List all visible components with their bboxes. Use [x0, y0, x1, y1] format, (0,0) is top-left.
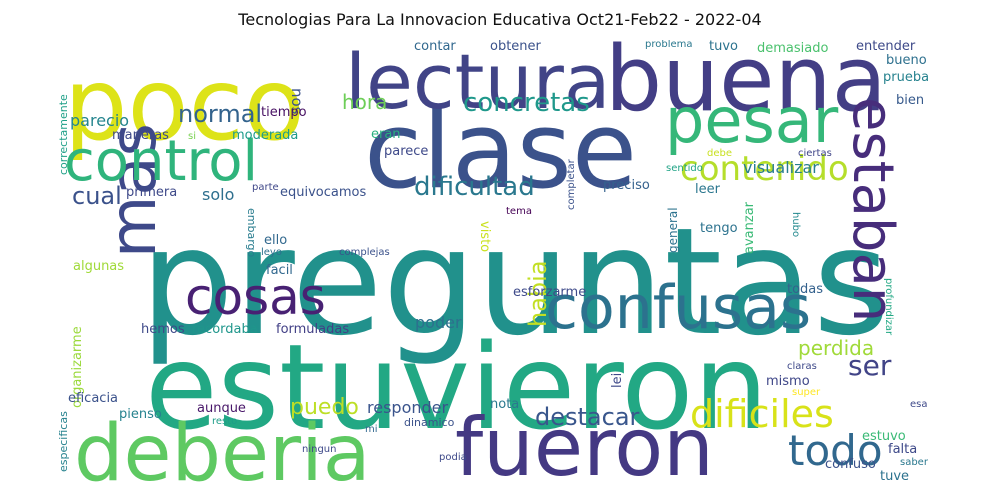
word: destacar	[535, 403, 640, 431]
word: saber	[900, 457, 928, 468]
chart-title: Tecnologias Para La Innovacion Educativa…	[238, 10, 762, 29]
word: embargo	[245, 208, 258, 258]
word: parece	[384, 144, 429, 159]
word: avanzar	[742, 202, 757, 254]
word: ello	[264, 233, 288, 248]
word: visto	[477, 221, 492, 253]
word-cloud: preguntas estuvieron poco clase lectura …	[40, 40, 955, 495]
word: todo	[788, 426, 883, 475]
word: primera	[126, 185, 178, 200]
word: sentido	[666, 163, 703, 174]
word: esa	[910, 399, 928, 410]
word: tuve	[880, 469, 910, 484]
word: fueron	[455, 401, 714, 494]
word: podia	[439, 452, 467, 463]
word: tengo	[700, 221, 738, 236]
word: pesar	[665, 84, 839, 157]
word: clase	[364, 89, 638, 212]
word: bien	[896, 93, 925, 108]
word: eficacia	[68, 391, 119, 406]
word: parte	[252, 182, 279, 193]
word: hora	[342, 90, 388, 114]
word: estuvieron	[145, 318, 769, 456]
word: equivocamos	[280, 185, 367, 200]
word: lectura	[345, 40, 611, 126]
word: cosas	[185, 268, 326, 326]
word: demasiado	[757, 41, 829, 56]
word: dificiles	[690, 392, 834, 436]
word: dinamico	[404, 416, 455, 429]
word: solo	[202, 185, 235, 204]
word: estuvo	[862, 429, 906, 444]
word: recordaba	[192, 322, 258, 337]
word: correctamente	[57, 94, 70, 175]
word: nota	[490, 397, 520, 412]
word: hubo	[790, 212, 801, 238]
word: complejas	[339, 247, 390, 258]
word: poder	[415, 313, 462, 332]
word: completar	[566, 159, 577, 210]
word: control	[64, 129, 259, 194]
word: preciso	[603, 178, 650, 193]
word: mi	[365, 424, 378, 435]
word: confuso	[825, 457, 876, 472]
word: tiempo	[261, 105, 307, 120]
word: debe	[707, 148, 732, 159]
word: problema	[645, 40, 693, 50]
word: dificultad	[414, 172, 535, 202]
word: moderada	[232, 128, 299, 143]
word: general	[666, 207, 680, 253]
word: puedo	[290, 395, 359, 420]
word: algunas	[73, 259, 125, 274]
word: eran	[371, 127, 401, 142]
word: hemos	[141, 322, 185, 337]
word: maneras	[112, 128, 169, 143]
word: bueno	[886, 53, 927, 68]
word: si	[188, 131, 196, 142]
word: preguntas	[140, 196, 890, 368]
word: lei	[610, 372, 625, 388]
word: ciertas	[798, 148, 832, 159]
word: aunque	[197, 401, 246, 416]
word: parecio	[70, 111, 130, 130]
word: todas	[787, 282, 824, 297]
word: contar	[414, 40, 456, 54]
word: perdida	[798, 336, 875, 360]
word: mismo	[766, 374, 810, 389]
word: tema	[506, 206, 532, 217]
word: falta	[888, 442, 918, 457]
word: tuvo	[709, 40, 738, 54]
word: buena	[605, 40, 887, 132]
word: visualizar	[743, 158, 819, 177]
word: entender	[856, 40, 916, 54]
word: deberia	[74, 409, 371, 495]
word: esforzarme	[513, 285, 587, 300]
word: claras	[787, 361, 817, 372]
word: pienso	[119, 407, 162, 422]
word: contenido	[680, 149, 849, 189]
word: facil	[266, 263, 293, 278]
word: concretas	[463, 88, 590, 118]
word: especificas	[57, 411, 70, 472]
word: profundizar	[883, 278, 894, 336]
word: obtener	[490, 40, 541, 54]
word: ser	[848, 349, 892, 382]
word: normal	[178, 100, 263, 128]
word: super	[792, 387, 821, 398]
word: formuladas	[276, 322, 350, 337]
word: leer	[695, 182, 720, 197]
word: responder	[367, 398, 449, 417]
word: confusas	[545, 273, 812, 343]
word: resto	[212, 416, 238, 427]
word: poco	[64, 46, 305, 163]
word: ningun	[302, 444, 337, 455]
word: cual	[72, 182, 122, 210]
word: leyo	[261, 247, 282, 258]
word: prueba	[883, 70, 930, 85]
